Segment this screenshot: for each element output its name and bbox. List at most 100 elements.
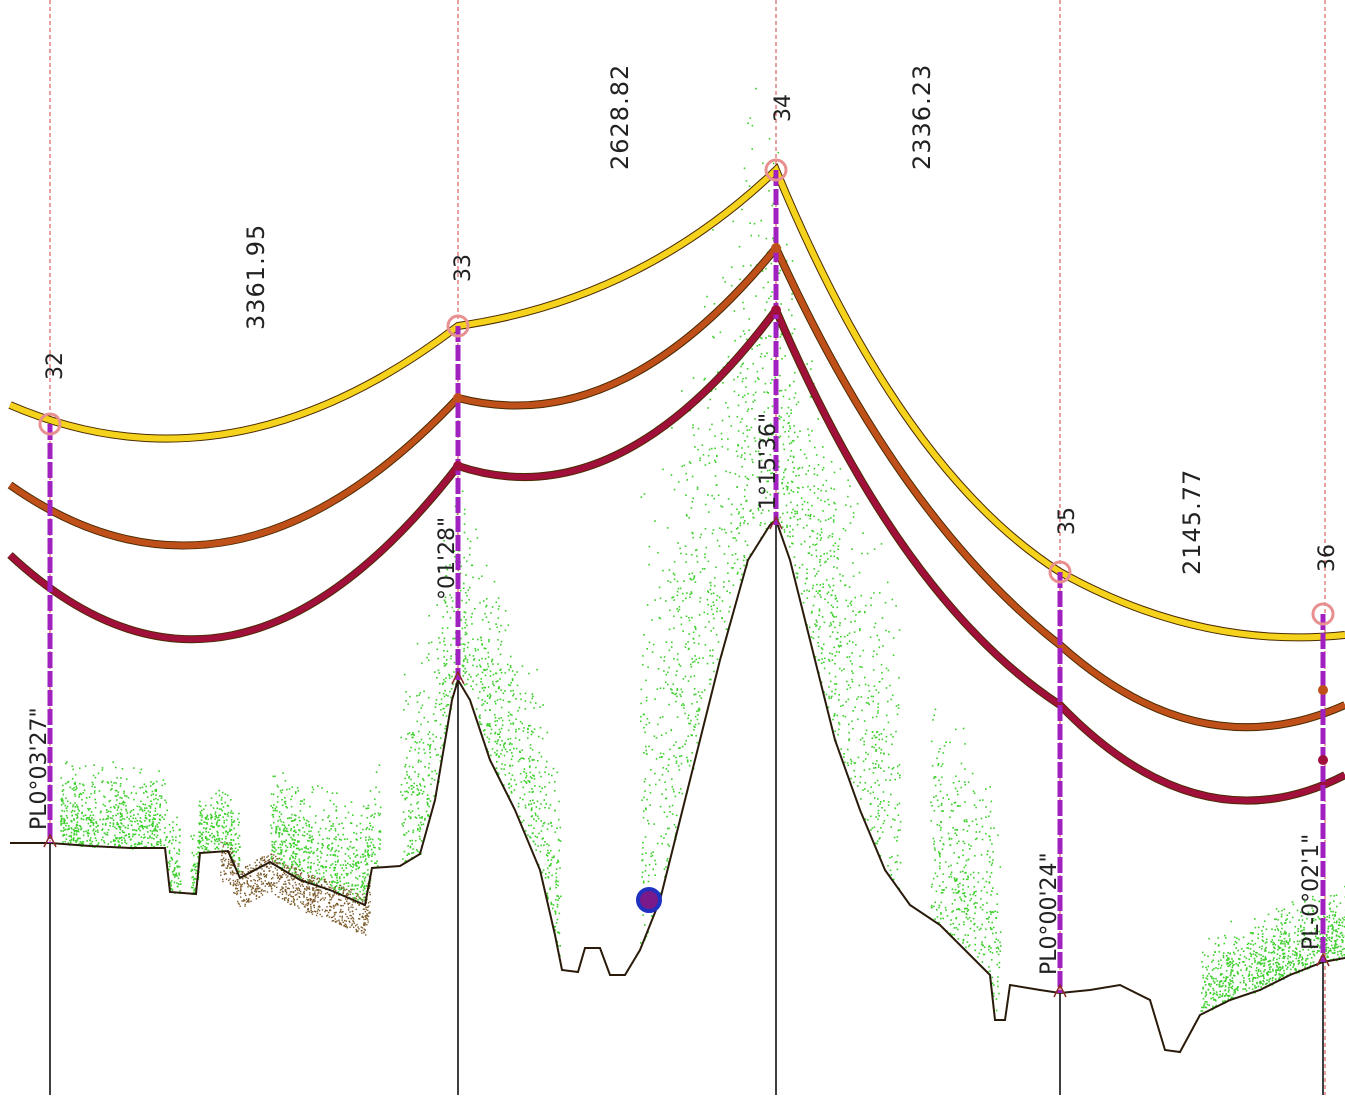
vegetation-point — [727, 438, 729, 440]
vegetation-point — [379, 791, 381, 793]
vegetation-point — [205, 831, 207, 833]
vegetation-point — [327, 791, 329, 793]
vegetation-point — [95, 821, 97, 823]
vegetation-point — [270, 825, 272, 827]
vegetation-point — [956, 927, 958, 929]
vegetation-point — [1276, 959, 1278, 961]
vegetation-point — [465, 592, 467, 594]
vegetation-point — [122, 830, 124, 832]
vegetation-point — [413, 830, 415, 832]
vegetation-point — [418, 773, 420, 775]
vegetation-point — [645, 865, 647, 867]
vegetation-point — [66, 823, 68, 825]
vegetation-point — [1254, 958, 1256, 960]
vegetation-point — [997, 981, 999, 983]
vegetation-point — [893, 655, 895, 657]
vegetation-point — [654, 520, 656, 522]
vegetation-point — [442, 616, 444, 618]
vegetation-point — [501, 707, 503, 709]
vegetation-point — [681, 624, 683, 626]
vegetation-point — [289, 834, 291, 836]
vegetation-point — [1255, 954, 1257, 956]
vegetation-point — [539, 752, 541, 754]
vegetation-point — [970, 920, 972, 922]
vegetation-point — [138, 843, 140, 845]
vegetation-point — [973, 918, 975, 920]
vegetation-point — [821, 663, 823, 665]
vegetation-point — [227, 847, 229, 849]
vegetation-point — [872, 701, 874, 703]
vegetation-point — [93, 814, 95, 816]
vegetation-point — [688, 617, 690, 619]
vegetation-point — [752, 461, 754, 463]
vegetation-point — [791, 315, 793, 317]
vegetation-point — [642, 655, 644, 657]
vegetation-point — [120, 819, 122, 821]
vegetation-point — [787, 486, 789, 488]
vegetation-point — [275, 808, 277, 810]
vegetation-point — [213, 807, 215, 809]
vegetation-point — [873, 669, 875, 671]
vegetation-point — [500, 625, 502, 627]
vegetation-point — [991, 977, 993, 979]
vegetation-point — [365, 851, 367, 853]
vegetation-point — [114, 844, 116, 846]
vegetation-point — [708, 455, 710, 457]
vegetation-point — [830, 622, 832, 624]
vegetation-point — [865, 684, 867, 686]
vegetation-point — [681, 390, 683, 392]
vegetation-point — [309, 856, 311, 858]
vegetation-point — [555, 873, 557, 875]
vegetation-point — [519, 751, 521, 753]
vegetation-point — [509, 742, 511, 744]
vegetation-point — [761, 512, 763, 514]
vegetation-point — [751, 427, 753, 429]
vegetation-point — [892, 736, 894, 738]
vegetation-point — [362, 829, 364, 831]
vegetation-point — [963, 728, 965, 730]
vegetation-point — [121, 839, 123, 841]
vegetation-point — [830, 555, 832, 557]
vegetation-point — [733, 584, 735, 586]
vegetation-point — [500, 731, 502, 733]
vegetation-point — [303, 851, 305, 853]
vegetation-point — [73, 787, 75, 789]
vegetation-point — [935, 785, 937, 787]
vegetation-point — [179, 835, 181, 837]
vegetation-point — [144, 810, 146, 812]
vegetation-point — [341, 874, 343, 876]
vegetation-point — [751, 459, 753, 461]
vegetation-point — [331, 876, 333, 878]
vegetation-point — [479, 723, 481, 725]
vegetation-point — [659, 587, 661, 589]
vegetation-point — [160, 839, 162, 841]
vegetation-point — [1229, 995, 1231, 997]
vegetation-point — [465, 634, 467, 636]
vegetation-point — [489, 709, 491, 711]
vegetation-point — [870, 804, 872, 806]
vegetation-point — [802, 487, 804, 489]
vegetation-point — [274, 847, 276, 849]
vegetation-point — [335, 861, 337, 863]
vegetation-point — [758, 379, 760, 381]
vegetation-point — [765, 268, 767, 270]
vegetation-point — [869, 768, 871, 770]
vegetation-point — [818, 571, 820, 573]
vegetation-point — [732, 554, 734, 556]
vegetation-point — [830, 517, 832, 519]
vegetation-point — [515, 737, 517, 739]
vegetation-point — [445, 677, 447, 679]
vegetation-point — [728, 611, 730, 613]
vegetation-point — [446, 694, 448, 696]
vegetation-point — [680, 788, 682, 790]
vegetation-point — [817, 533, 819, 535]
vegetation-point — [970, 874, 972, 876]
vegetation-point — [1212, 960, 1214, 962]
vegetation-point — [712, 229, 714, 231]
vegetation-point — [671, 729, 673, 731]
vegetation-point — [233, 851, 235, 853]
vegetation-point — [156, 844, 158, 846]
vegetation-point — [292, 856, 294, 858]
vegetation-point — [135, 818, 137, 820]
vegetation-point — [700, 537, 702, 539]
